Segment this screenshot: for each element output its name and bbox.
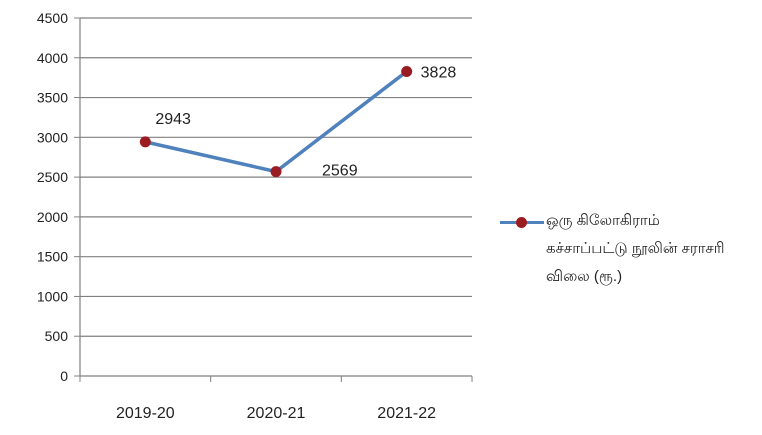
legend-swatch (498, 214, 546, 230)
y-tick-label: 3000 (37, 129, 68, 145)
y-tick-label: 500 (45, 328, 69, 344)
y-tick-label: 2000 (37, 209, 68, 225)
data-label: 3828 (421, 64, 457, 81)
y-tick-label: 3500 (37, 90, 68, 106)
y-tick-label: 0 (60, 368, 68, 384)
data-label: 2943 (155, 111, 191, 128)
x-tick-label: 2020-21 (247, 405, 306, 422)
y-tick-label: 4500 (37, 10, 68, 26)
data-point (140, 136, 151, 147)
data-point (401, 66, 412, 77)
data-label: 2569 (322, 163, 358, 180)
y-tick-label: 4000 (37, 50, 68, 66)
data-point (271, 166, 282, 177)
legend: ஒரு கிலோகிராம் கச்சாப்பட்டு நூலின் சராசர… (498, 212, 748, 291)
x-tick-label: 2021-22 (377, 405, 436, 422)
y-tick-label: 2500 (37, 169, 68, 185)
y-tick-label: 1500 (37, 249, 68, 265)
legend-series-label: ஒரு கிலோகிராம் கச்சாப்பட்டு நூலின் சராசர… (546, 207, 726, 291)
legend-marker (516, 217, 527, 228)
y-tick-label: 1000 (37, 288, 68, 304)
x-tick-label: 2019-20 (116, 405, 175, 422)
